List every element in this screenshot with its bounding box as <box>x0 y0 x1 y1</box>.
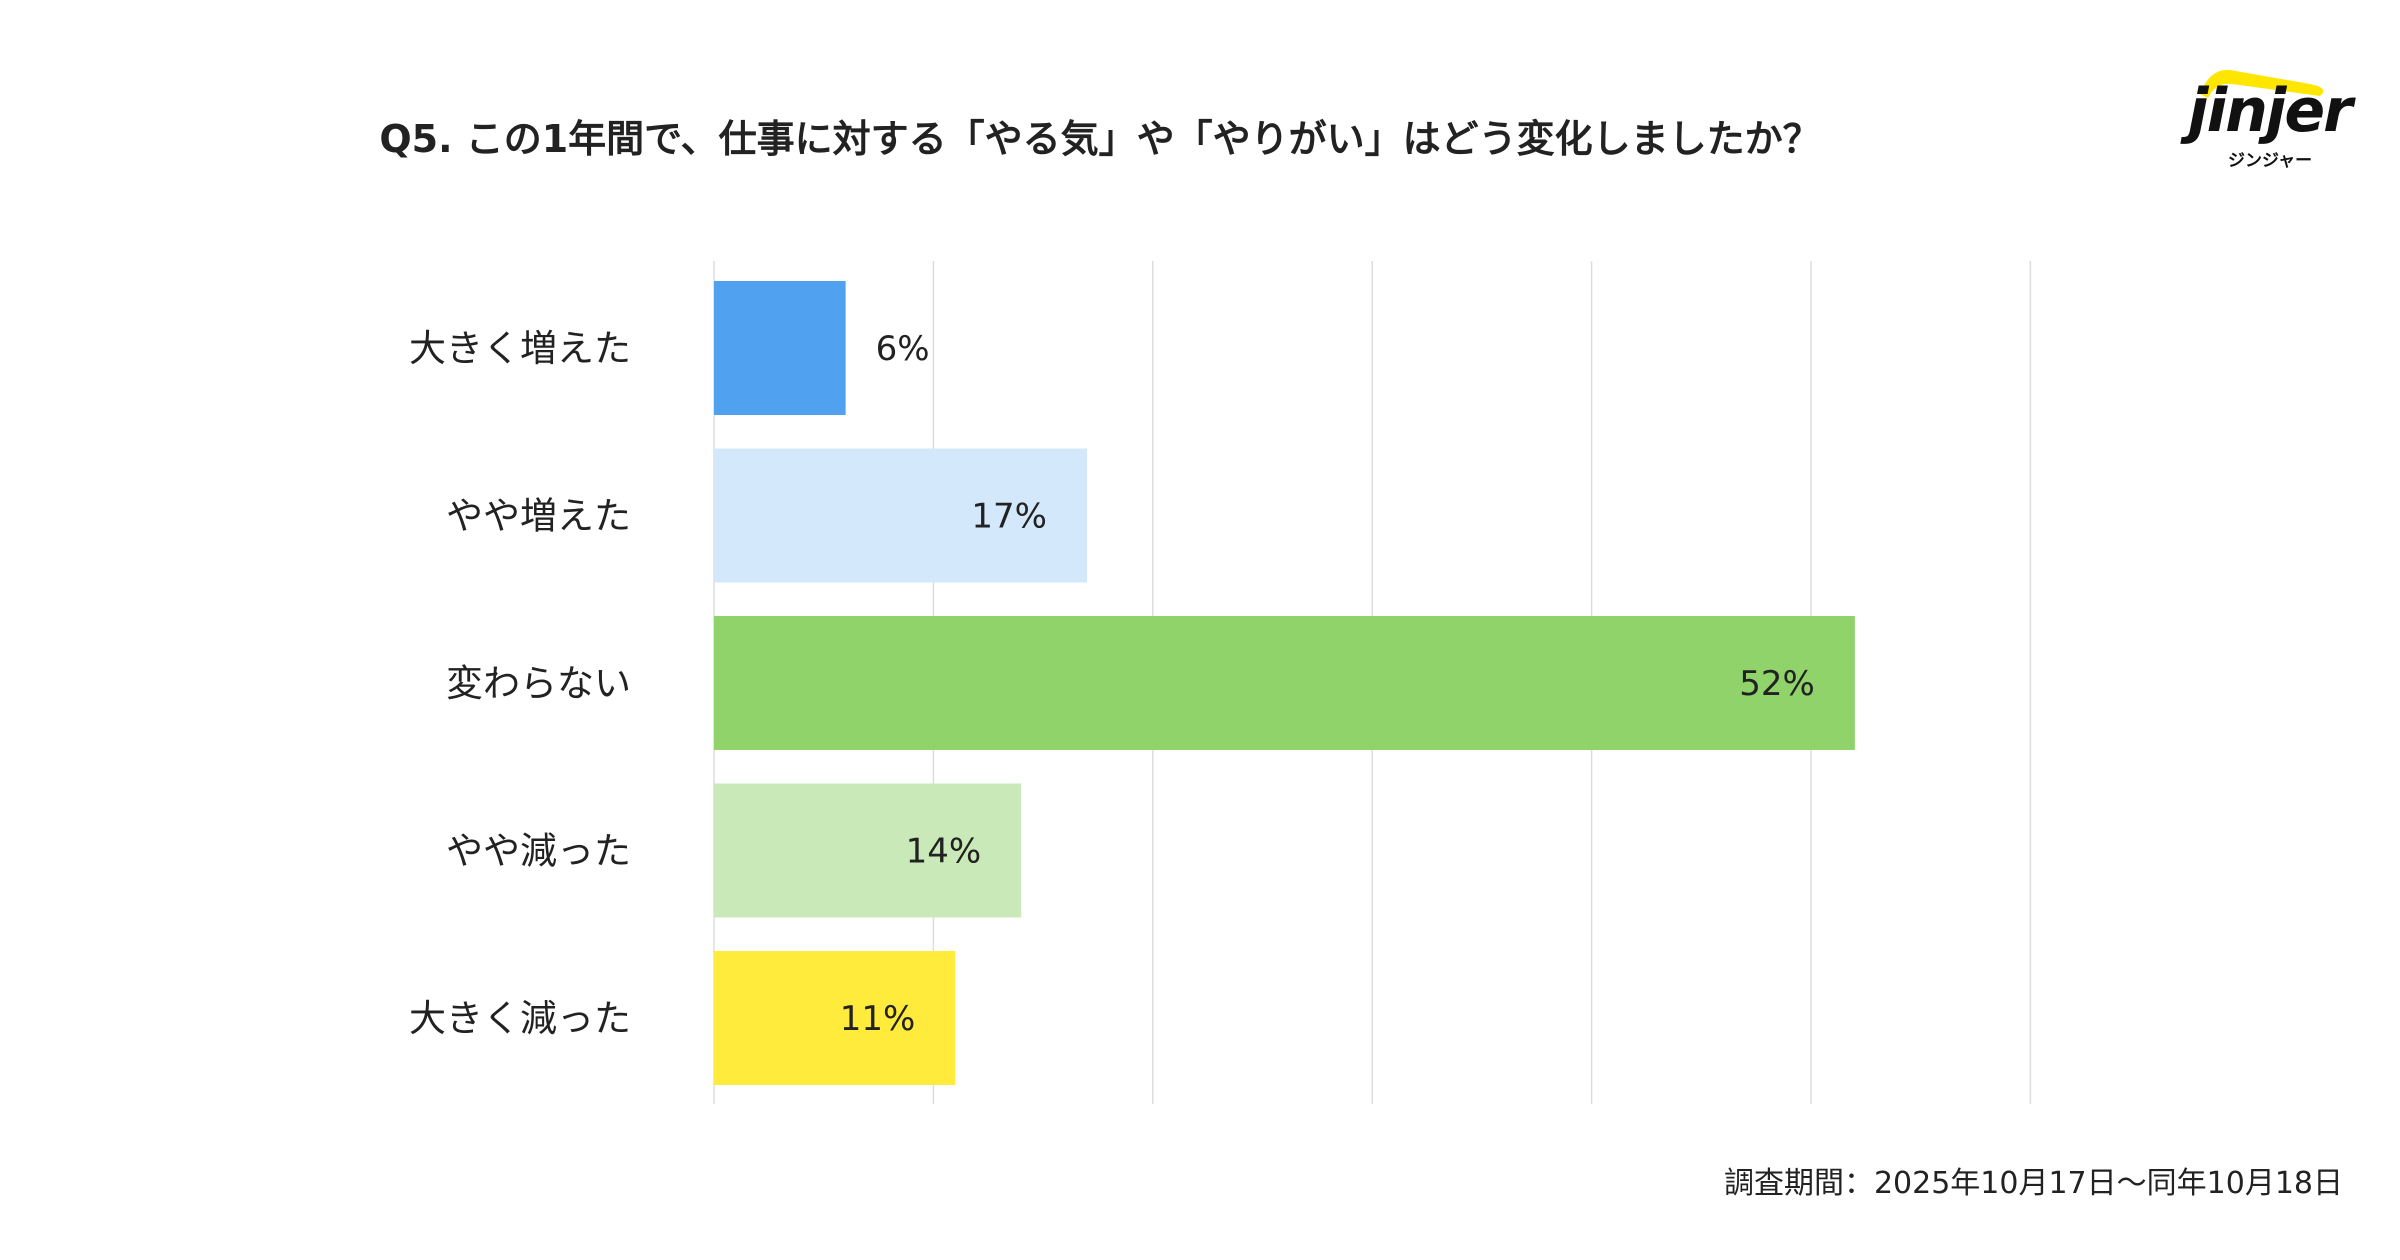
value-label: 14% <box>906 832 982 872</box>
logo-wordmark: jinjer <box>2188 76 2353 146</box>
survey-period: 調査期間：2025年10月17日〜同年10月18日 <box>1723 1166 2343 1201</box>
bar <box>714 616 1855 750</box>
jinjer-logo: jinjer ジンジャー <box>2180 62 2353 172</box>
category-label: やや増えた <box>446 495 631 538</box>
bar <box>714 783 1022 918</box>
logo-kana: ジンジャー <box>2228 151 2313 171</box>
chart-title: Q5. この1年間で、仕事に対する「やる気」や「やりがい」はどう変化しましたか？ <box>379 117 1821 161</box>
category-label: 大きく増えた <box>409 327 631 370</box>
category-label: やや減った <box>446 830 631 873</box>
bar <box>714 951 956 1085</box>
bar <box>714 281 846 415</box>
logo-roof-icon <box>2200 69 2324 98</box>
value-label: 52% <box>1739 664 1815 704</box>
value-label: 6% <box>876 329 930 369</box>
category-label: 大きく減った <box>409 997 631 1040</box>
category-label: 変わらない <box>446 662 631 705</box>
bar <box>714 448 1087 583</box>
value-label: 17% <box>971 497 1047 537</box>
value-label: 11% <box>840 999 916 1039</box>
